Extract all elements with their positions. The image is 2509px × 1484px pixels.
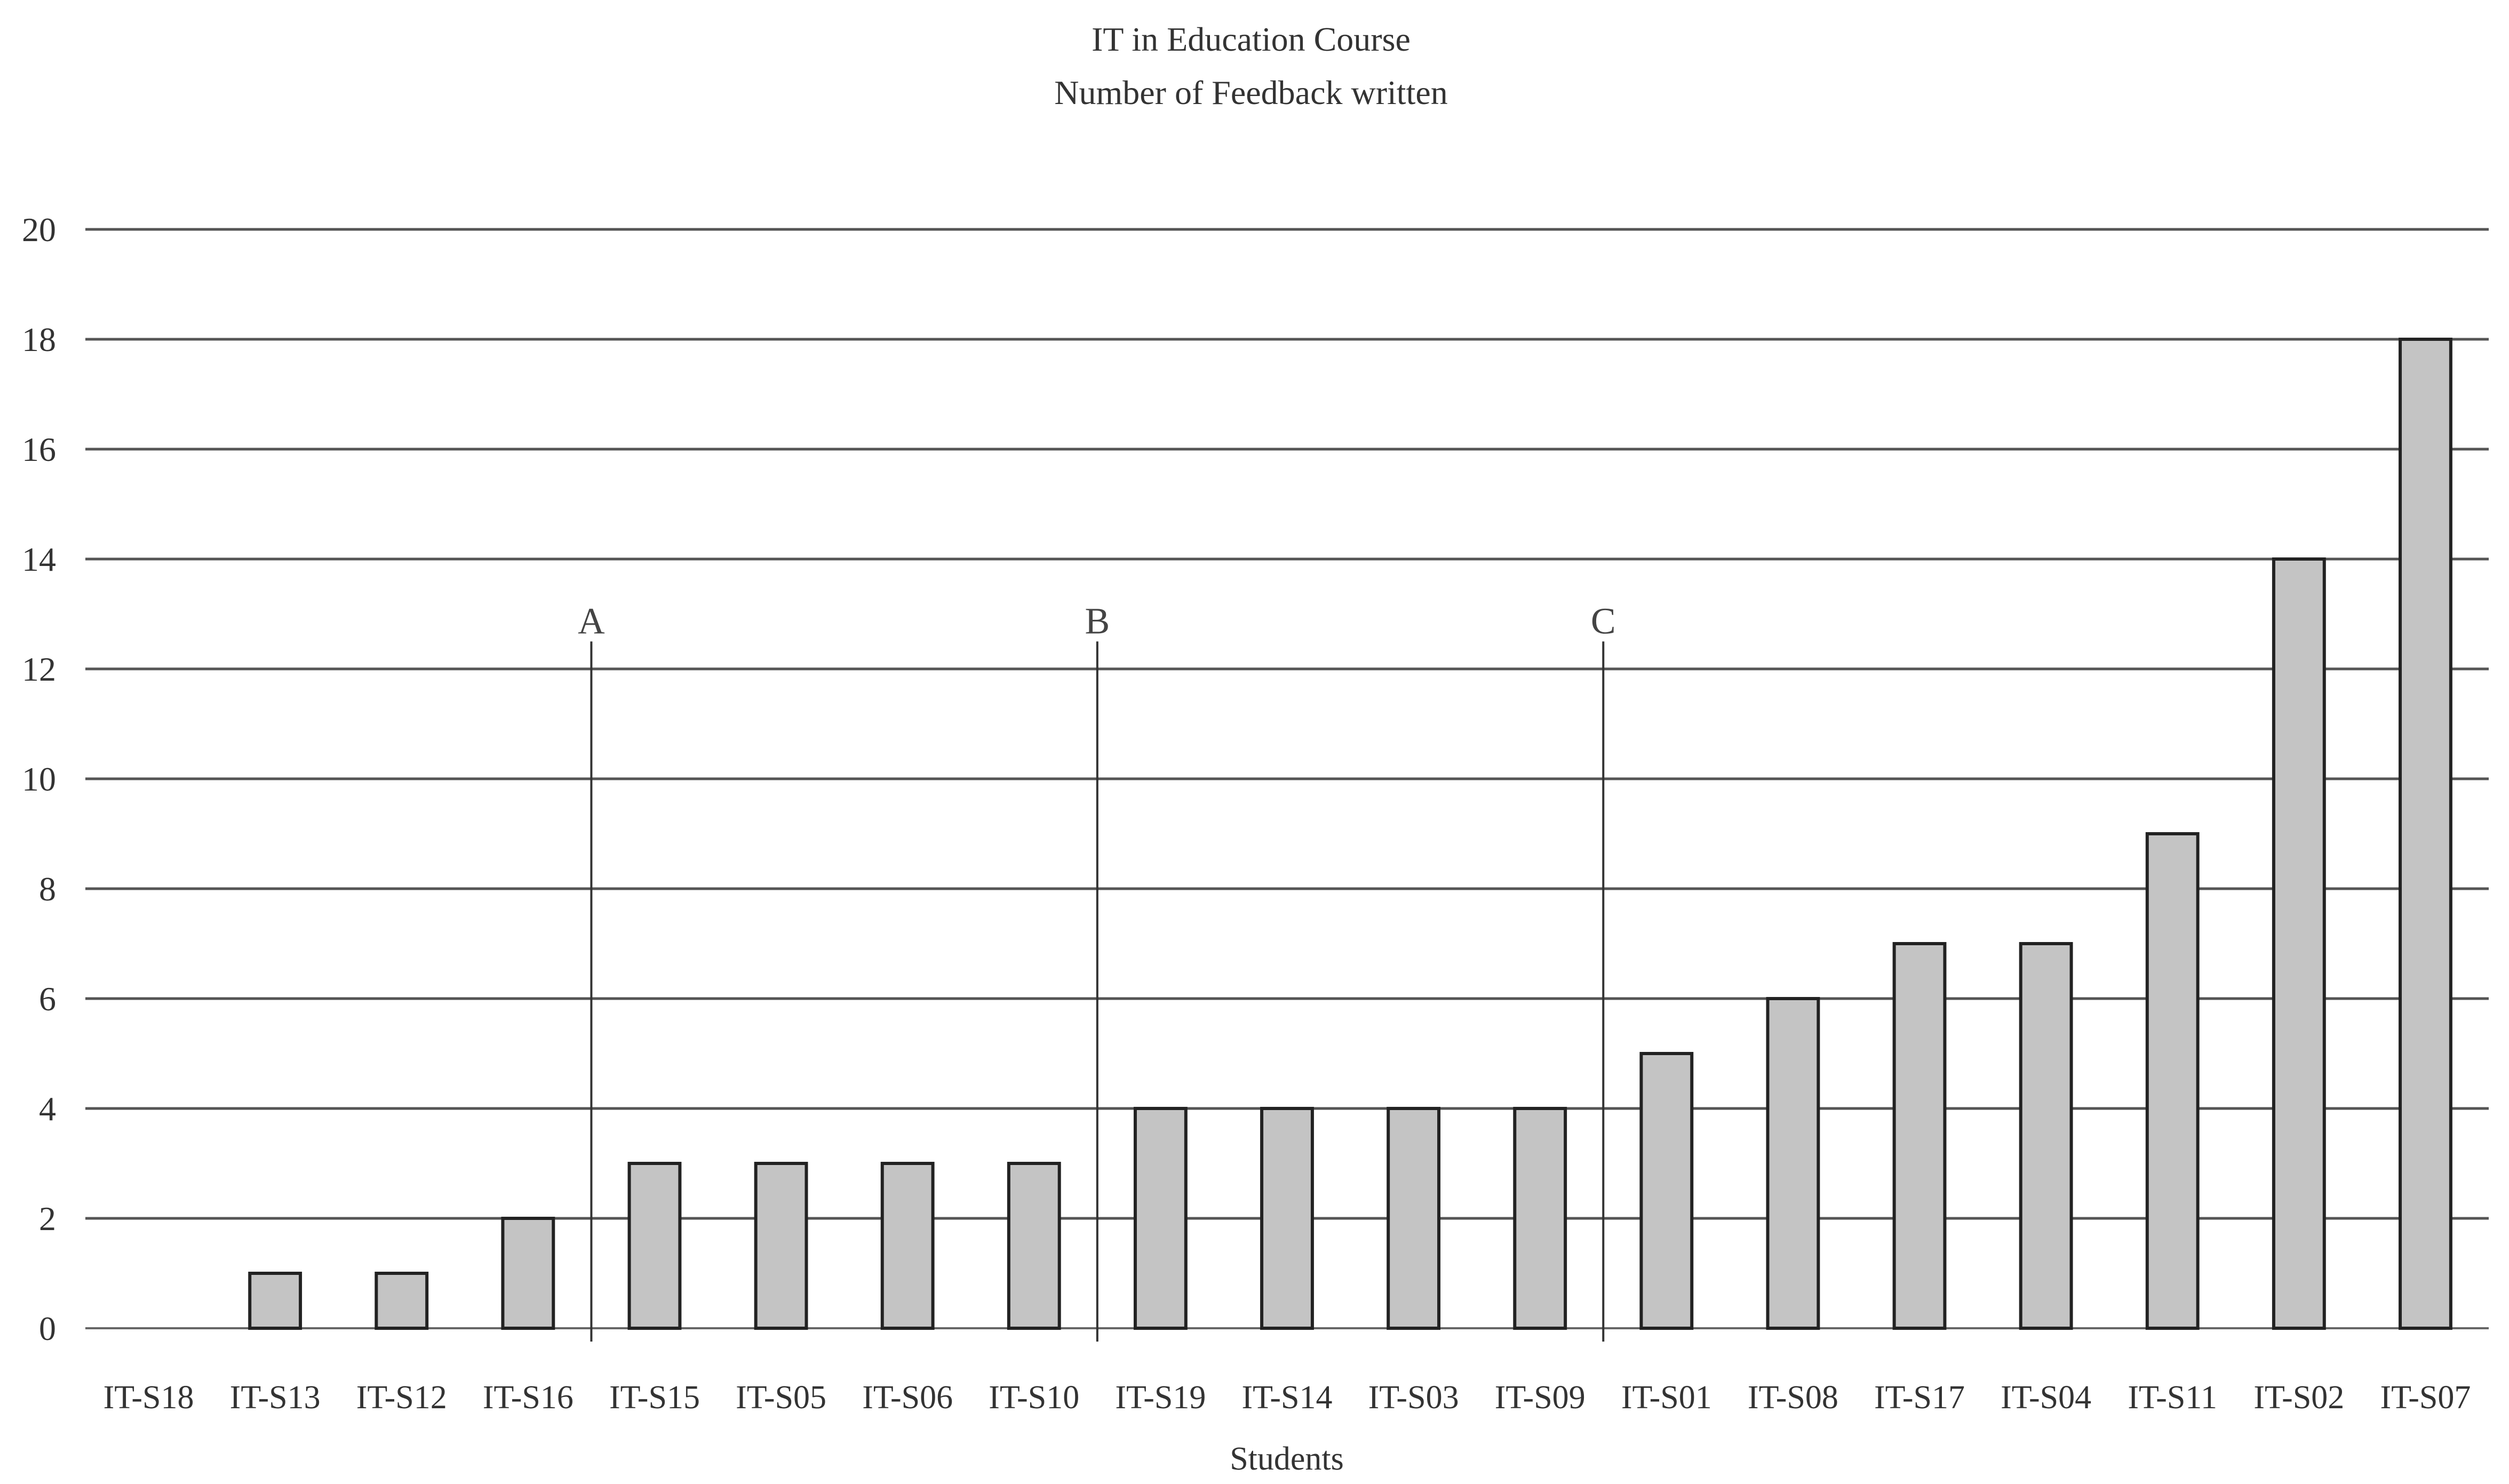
y-tick-label-16: 16 xyxy=(22,430,56,468)
bar-IT-S12 xyxy=(375,1272,429,1330)
bar-IT-S10 xyxy=(1007,1162,1061,1330)
x-tick-label-IT-S01: IT-S01 xyxy=(1621,1379,1712,1416)
y-tick-label-0: 0 xyxy=(39,1310,56,1347)
x-tick-label-IT-S14: IT-S14 xyxy=(1242,1379,1333,1416)
bar-IT-S11 xyxy=(2145,832,2200,1330)
bar-IT-S15 xyxy=(627,1162,682,1330)
y-tick-label-14: 14 xyxy=(22,540,56,578)
x-tick-label-IT-S15: IT-S15 xyxy=(609,1379,700,1416)
bar-IT-S03 xyxy=(1387,1107,1441,1330)
y-tick-label-8: 8 xyxy=(39,870,56,908)
x-tick-label-IT-S06: IT-S06 xyxy=(862,1379,953,1416)
bar-IT-S13 xyxy=(248,1272,302,1330)
x-tick-label-IT-S18: IT-S18 xyxy=(103,1379,194,1416)
y-tick-label-4: 4 xyxy=(39,1090,56,1128)
bar-IT-S16 xyxy=(501,1217,555,1330)
bar-IT-S07 xyxy=(2399,338,2452,1330)
grid-lines xyxy=(85,228,2489,1329)
marker-label-C: C xyxy=(1591,601,1616,642)
bar-IT-S14 xyxy=(1260,1107,1314,1330)
bars xyxy=(248,338,2452,1330)
x-tick-label-IT-S05: IT-S05 xyxy=(736,1379,826,1416)
y-tick-label-18: 18 xyxy=(22,321,56,358)
x-tick-label-IT-S16: IT-S16 xyxy=(483,1379,574,1416)
bar-IT-S09 xyxy=(1513,1107,1567,1330)
x-tick-label-IT-S03: IT-S03 xyxy=(1368,1379,1459,1416)
y-tick-label-20: 20 xyxy=(22,211,56,249)
y-tick-label-2: 2 xyxy=(39,1200,56,1238)
bar-IT-S04 xyxy=(2019,942,2073,1330)
x-tick-label-IT-S07: IT-S07 xyxy=(2380,1379,2471,1416)
bar-IT-S19 xyxy=(1133,1107,1188,1330)
bar-IT-S08 xyxy=(1766,997,1820,1330)
group-markers: A B C xyxy=(578,601,1616,1342)
bar-IT-S05 xyxy=(754,1162,808,1330)
bar-IT-S06 xyxy=(880,1162,935,1330)
x-tick-label-IT-S11: IT-S11 xyxy=(2128,1379,2217,1416)
marker-label-B: B xyxy=(1085,601,1110,642)
x-axis-label: Students xyxy=(1230,1441,1344,1477)
y-tick-label-6: 6 xyxy=(39,980,56,1018)
marker-label-A: A xyxy=(578,601,605,642)
x-tick-label-IT-S19: IT-S19 xyxy=(1115,1379,1206,1416)
x-tick-label-IT-S17: IT-S17 xyxy=(1874,1379,1965,1416)
x-axis-ticks: IT-S18 IT-S13 IT-S12 IT-S16 IT-S15 IT-S05 IT-S… xyxy=(103,1379,2471,1416)
bar-IT-S02 xyxy=(2272,557,2326,1330)
bar-IT-S17 xyxy=(1892,942,1947,1330)
x-tick-label-IT-S02: IT-S02 xyxy=(2253,1379,2344,1416)
x-tick-label-IT-S10: IT-S10 xyxy=(989,1379,1079,1416)
x-tick-label-IT-S09: IT-S09 xyxy=(1495,1379,1586,1416)
y-axis-ticks: 0 2 4 6 8 10 12 14 16 18 20 xyxy=(22,211,56,1347)
x-tick-label-IT-S08: IT-S08 xyxy=(1748,1379,1838,1416)
x-tick-label-IT-S13: IT-S13 xyxy=(230,1379,321,1416)
y-tick-label-12: 12 xyxy=(22,650,56,688)
x-tick-label-IT-S04: IT-S04 xyxy=(2001,1379,2091,1416)
x-tick-label-IT-S12: IT-S12 xyxy=(356,1379,447,1416)
bar-IT-S01 xyxy=(1639,1052,1694,1330)
chart-title: IT in Education Course xyxy=(1092,20,1411,58)
chart-subtitle: Number of Feedback written xyxy=(1054,74,1448,111)
y-tick-label-10: 10 xyxy=(22,760,56,798)
